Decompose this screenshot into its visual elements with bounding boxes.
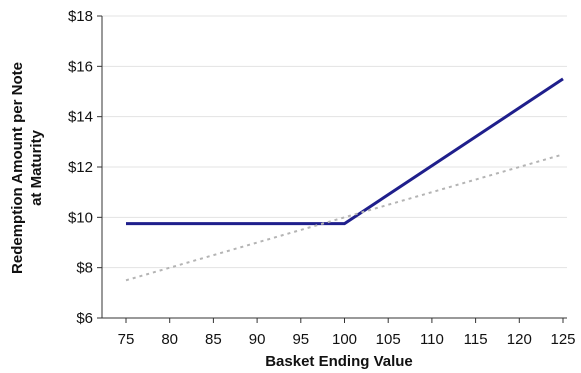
x-tick-label-0: 75 [118,331,135,348]
y-tick-label-5: $16 [68,58,93,75]
gridlines [102,15,567,269]
y-tick-label-3: $12 [68,159,93,176]
x-tick-label-1: 80 [161,331,178,348]
x-tick-label-6: 105 [376,331,401,348]
x-axis-title: Basket Ending Value [265,353,413,370]
y-tick-label-4: $14 [68,109,93,126]
series-lines [125,77,564,282]
y-axis-title-line1: Redemption Amount per Note [9,62,26,274]
x-tick-label-5: 100 [332,331,357,348]
x-tick-label-2: 85 [205,331,222,348]
series-line-2 [125,153,564,282]
y-tick-label-1: $8 [76,260,93,277]
y-tick-label-6: $18 [68,8,93,25]
x-tick-label-4: 95 [292,331,309,348]
x-tick-label-9: 120 [507,331,532,348]
y-tick-label-0: $6 [76,310,93,327]
y-axis-title-group: Redemption Amount per Note at Maturity [9,62,45,274]
x-tick-label-10: 125 [550,331,575,348]
x-tick-label-7: 110 [420,331,444,348]
series-line-1 [126,77,564,226]
x-tick-label-8: 115 [464,331,488,348]
y-tick-labels: $6 $8 $10 $12 $14 $16 $18 [68,8,93,327]
y-tick-label-2: $10 [68,209,93,226]
x-tick-labels: 75 80 85 90 95 100 105 110 115 120 125 [118,331,576,348]
x-tick-label-3: 90 [249,331,266,348]
axes [97,15,567,323]
y-axis-title-line2: at Maturity [28,129,45,206]
